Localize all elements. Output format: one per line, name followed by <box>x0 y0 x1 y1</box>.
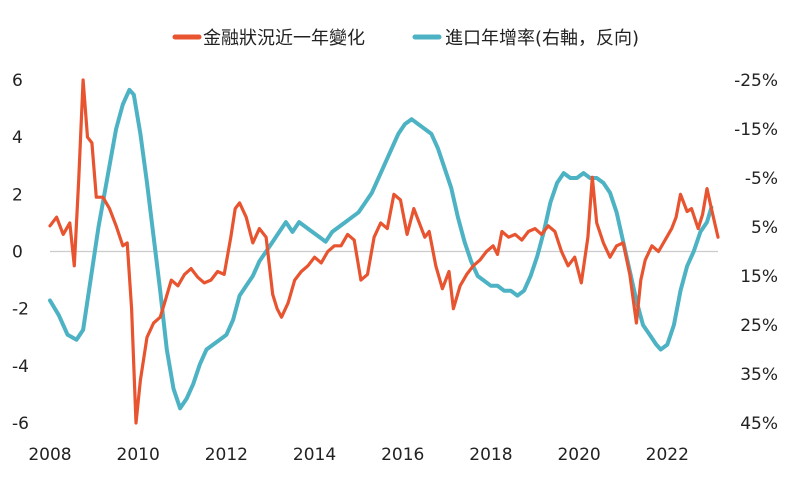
y-right-tick-label: 45% <box>740 414 778 434</box>
legend-label-2: 進口年增率(右軸，反向) <box>445 28 639 49</box>
y-right-tick-label: 15% <box>740 267 778 287</box>
y-axis-left: 6 4 2 0 -2 -4 -6 <box>12 71 29 434</box>
y-right-tick-label: 35% <box>740 365 778 385</box>
x-tick-label: 2018 <box>469 445 512 465</box>
legend: 金融狀況近一年變化 進口年增率(右軸，反向) <box>172 28 639 49</box>
y-left-tick-label: 2 <box>12 185 23 205</box>
y-right-tick-label: 25% <box>740 316 778 336</box>
x-tick-label: 2008 <box>28 445 71 465</box>
y-right-tick-label: -5% <box>745 169 778 189</box>
legend-label-1: 金融狀況近一年變化 <box>203 28 365 49</box>
y-right-tick-label: -15% <box>734 120 778 140</box>
x-tick-label: 2016 <box>381 445 424 465</box>
x-tick-label: 2010 <box>117 445 160 465</box>
x-axis: 2008 2010 2012 2014 2016 2018 2020 2022 <box>28 445 689 465</box>
x-tick-label: 2022 <box>646 445 689 465</box>
y-left-tick-label: -2 <box>12 300 29 320</box>
y-left-tick-label: 0 <box>12 243 23 263</box>
series-line-financial-conditions <box>48 78 720 425</box>
y-axis-right: -25% -15% -5% 5% 15% 25% 35% 45% <box>734 71 778 434</box>
y-left-tick-label: 6 <box>12 71 23 91</box>
series-layer <box>48 78 720 425</box>
series-line-import-growth <box>48 87 714 411</box>
y-left-tick-label: -4 <box>12 357 29 377</box>
y-right-tick-label: -25% <box>734 71 778 91</box>
y-left-tick-label: 4 <box>12 128 23 148</box>
x-tick-label: 2020 <box>557 445 600 465</box>
x-tick-label: 2014 <box>293 445 336 465</box>
x-tick-label: 2012 <box>205 445 248 465</box>
y-left-tick-label: -6 <box>12 414 29 434</box>
y-right-tick-label: 5% <box>751 218 778 238</box>
